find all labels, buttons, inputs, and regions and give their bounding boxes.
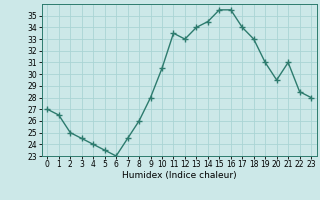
X-axis label: Humidex (Indice chaleur): Humidex (Indice chaleur) xyxy=(122,171,236,180)
